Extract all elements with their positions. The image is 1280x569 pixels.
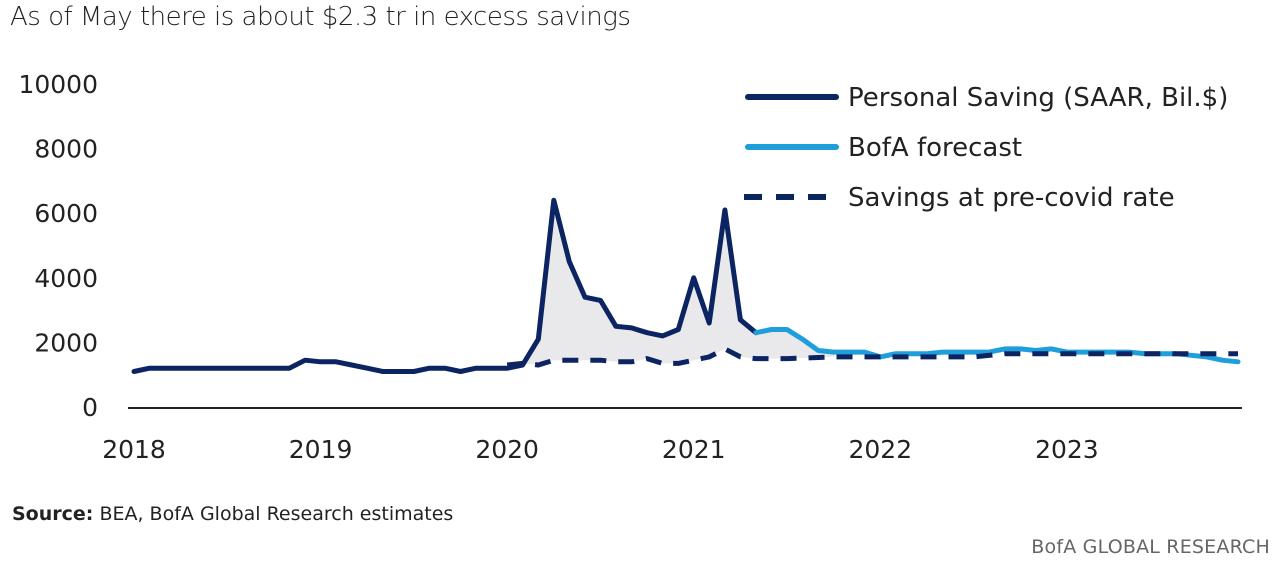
y-tick-label: 2000 <box>34 328 98 357</box>
x-tick-label: 2019 <box>289 435 353 464</box>
legend-label: Personal Saving (SAAR, Bil.$) <box>848 83 1228 113</box>
legend-item: Personal Saving (SAAR, Bil.$) <box>745 83 1228 113</box>
source-text: BEA, BofA Global Research estimates <box>99 503 454 525</box>
source-label: Source: <box>12 503 94 525</box>
x-tick-label: 2020 <box>475 435 539 464</box>
y-tick-label: 4000 <box>34 264 98 293</box>
y-tick-label: 6000 <box>34 199 98 228</box>
chart-title: As of May there is about $2.3 tr in exce… <box>10 2 631 32</box>
series-line-3 <box>506 346 1238 368</box>
y-tick-label: 0 <box>82 393 98 422</box>
x-tick-label: 2018 <box>102 435 166 464</box>
legend-label: Savings at pre-covid rate <box>848 183 1175 213</box>
legend-label: BofA forecast <box>848 133 1022 163</box>
y-tick-label: 8000 <box>34 135 98 164</box>
source-note: Source: BEA, BofA Global Research estima… <box>12 503 453 525</box>
x-tick-label: 2023 <box>1035 435 1099 464</box>
x-tick-label: 2022 <box>849 435 913 464</box>
brand-label: BofA GLOBAL RESEARCH <box>1031 536 1270 558</box>
y-tick-label: 10000 <box>18 70 98 99</box>
x-tick-label: 2021 <box>662 435 726 464</box>
legend-item: Savings at pre-covid rate <box>744 183 1175 213</box>
legend-item: BofA forecast <box>745 133 1022 163</box>
series-line-1 <box>131 197 759 374</box>
excess-savings-area <box>507 200 834 369</box>
